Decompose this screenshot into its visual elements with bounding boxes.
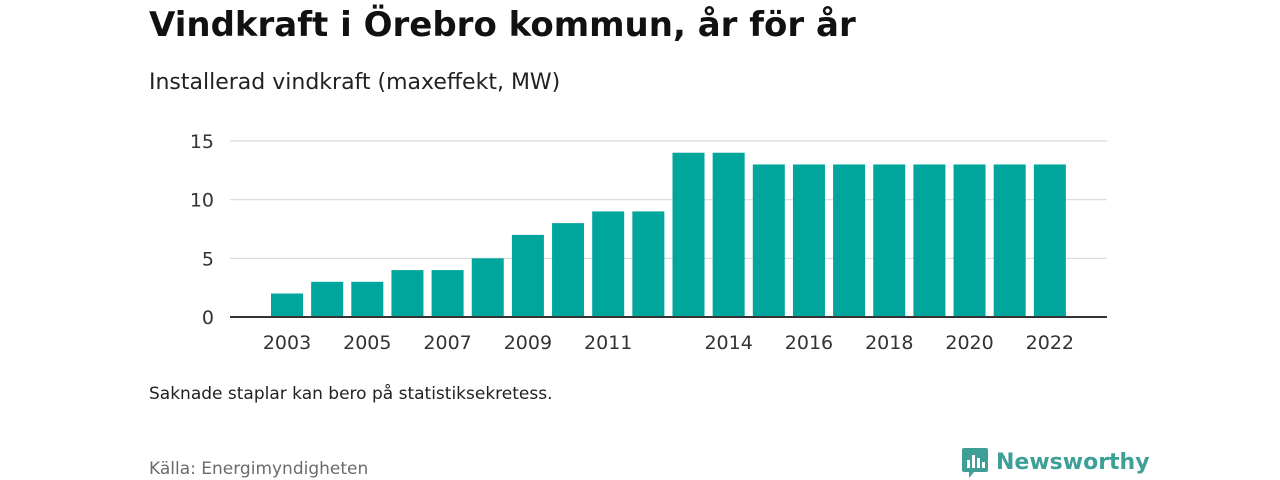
brand-logo: Newsworthy: [961, 446, 1150, 480]
chart-subtitle: Installerad vindkraft (maxeffekt, MW): [149, 70, 561, 95]
x-tick-label: 2007: [423, 332, 471, 354]
y-tick-label: 10: [190, 190, 214, 212]
x-tick-label: 2016: [785, 332, 833, 354]
x-tick-label: 2022: [1026, 332, 1074, 354]
bar-2010: [552, 223, 585, 317]
bar-2012: [632, 211, 665, 317]
bar-chart-speech-bubble-icon: [962, 448, 988, 478]
bar-2018: [873, 164, 906, 317]
y-tick-label: 15: [190, 131, 214, 153]
x-tick-label: 2020: [945, 332, 993, 354]
x-tick-label: 2003: [263, 332, 311, 354]
x-tick-label: 2011: [584, 332, 632, 354]
bar-2005: [351, 281, 384, 317]
bar-2017: [833, 164, 866, 317]
x-tick-label: 2014: [704, 332, 752, 354]
bar-2015: [752, 164, 785, 317]
bar-2009: [511, 234, 544, 317]
bar-2014: [712, 152, 745, 317]
chart-title: Vindkraft i Örebro kommun, år för år: [149, 5, 856, 45]
source-credit: Källa: Energimyndigheten: [149, 459, 369, 479]
bars: [271, 152, 1066, 317]
brand-name: Newsworthy: [996, 450, 1150, 475]
bar-2003: [271, 293, 303, 317]
footnote: Saknade staplar kan bero på statistiksek…: [149, 384, 553, 404]
bar-2022: [1033, 164, 1066, 317]
bar-2006: [391, 270, 424, 317]
x-tick-label: 2018: [865, 332, 913, 354]
bar-2011: [592, 211, 625, 317]
y-axis-labels: 0 5 10 15: [190, 131, 214, 329]
x-axis-labels: 2003 2005 2007 2009 2011 2014 2016 2018 2020 2022: [263, 332, 1074, 354]
x-tick-label: 2009: [504, 332, 552, 354]
bar-2019: [913, 164, 946, 317]
x-tick-label: 2005: [343, 332, 391, 354]
bar-2004: [311, 281, 344, 317]
bar-2016: [792, 164, 825, 317]
bar-2013: [672, 152, 705, 317]
bar-2008: [471, 258, 504, 317]
bar-2020: [953, 164, 986, 317]
y-tick-label: 5: [202, 248, 214, 270]
bar-2007: [431, 270, 464, 317]
bar-2021: [993, 164, 1026, 317]
y-tick-label: 0: [202, 307, 214, 329]
